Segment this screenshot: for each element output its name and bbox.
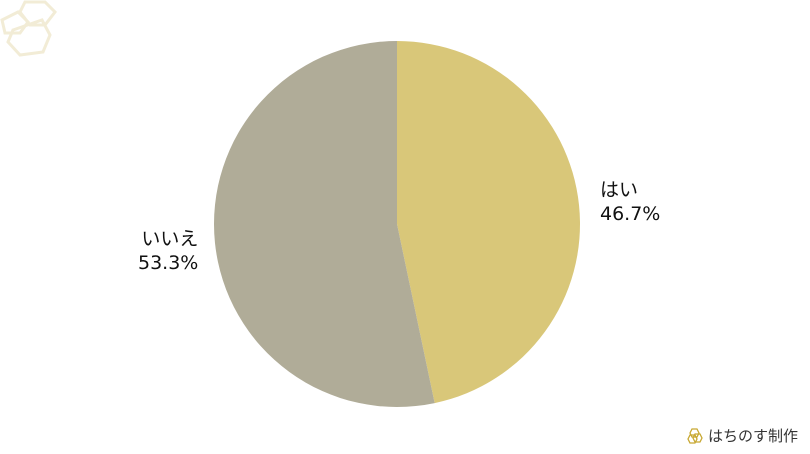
- hexagon-logo-icon: [687, 427, 703, 444]
- label-yes-value: 46.7%: [600, 203, 661, 225]
- credit: はちのす制作: [686, 425, 798, 446]
- corner-hexagon-decoration: [0, 0, 57, 57]
- credit-text: はちのす制作: [707, 427, 798, 445]
- label-no-value: 53.3%: [138, 252, 199, 274]
- label-no: いいえ 53.3%: [138, 227, 198, 275]
- pie-slice-no: [213, 41, 435, 408]
- label-yes-category: はい: [600, 179, 639, 201]
- label-no-category: いいえ: [141, 228, 199, 250]
- label-yes: はい 46.7%: [600, 178, 660, 226]
- pie-slice-yes: [397, 41, 580, 404]
